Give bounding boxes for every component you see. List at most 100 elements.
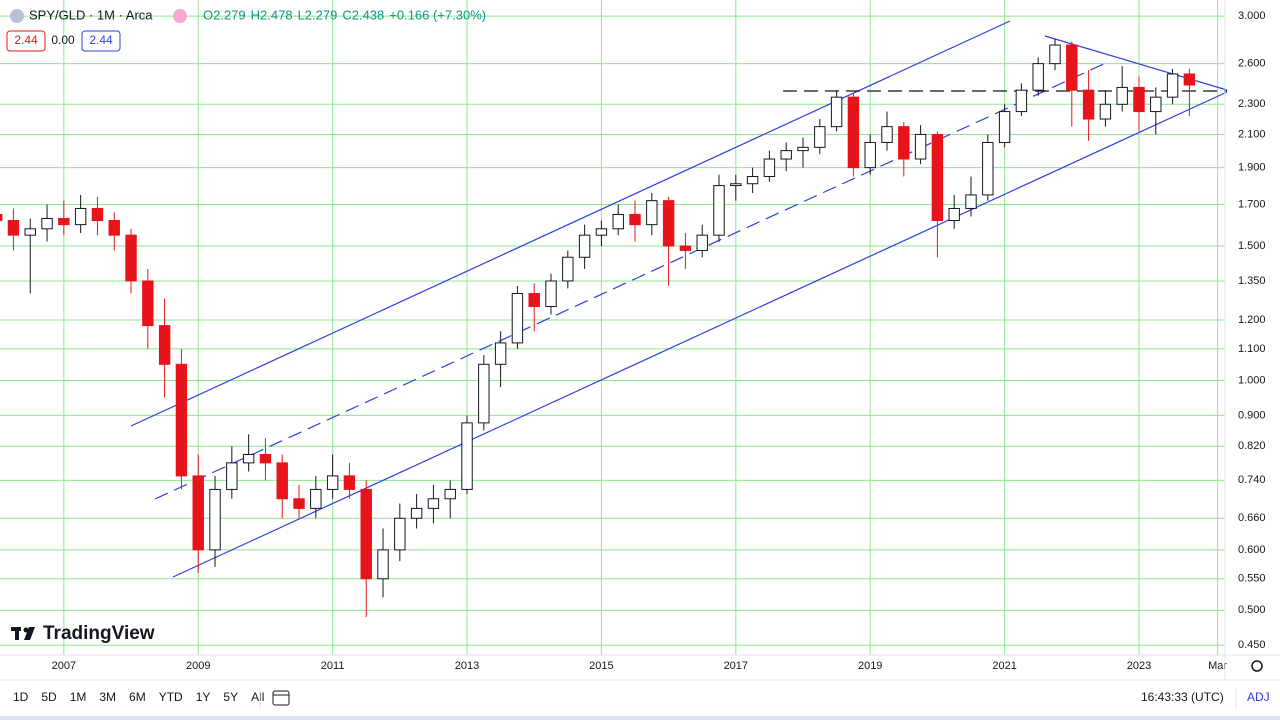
candle-body [427, 498, 440, 509]
y-tick-label: 0.500 [1238, 604, 1266, 616]
x-tick-label: 2015 [589, 660, 613, 672]
range-button[interactable]: YTD [159, 690, 183, 704]
candle-body [881, 126, 893, 143]
candle-body [713, 185, 725, 236]
candle-body [41, 217, 53, 230]
candle-body [998, 111, 1011, 143]
candle-body [142, 280, 154, 327]
ohlc-value: C2.438 [342, 7, 384, 22]
bottom-strip [0, 716, 1280, 720]
badge-spread: 0.00 [51, 33, 75, 47]
logo-mark [23, 627, 29, 633]
y-tick-label: 1.200 [1238, 314, 1266, 326]
candle-body [7, 220, 20, 236]
range-button[interactable]: 1M [70, 690, 87, 704]
range-button[interactable]: 1Y [196, 690, 211, 704]
candle-body [293, 498, 305, 509]
candle-body [360, 488, 372, 580]
candle-body [1082, 89, 1095, 120]
candle-body [410, 507, 423, 519]
candle-body [444, 488, 456, 500]
ohlc-value: O2.279 [203, 7, 246, 22]
candle-body [175, 363, 188, 477]
range-button[interactable]: 6M [129, 690, 146, 704]
settings-icon[interactable] [1251, 660, 1263, 672]
badge-frame [81, 30, 121, 52]
candle-body [948, 207, 960, 222]
range-button[interactable]: 5D [41, 690, 57, 704]
y-tick-label: 0.820 [1238, 440, 1266, 452]
channel-lower [172, 91, 1228, 578]
x-tick-label: 2007 [52, 660, 76, 672]
candle-body [898, 126, 910, 160]
candle-body [394, 517, 406, 551]
candle-body [58, 217, 70, 226]
candle-body [982, 141, 994, 196]
candle-body [1183, 73, 1196, 86]
symbol-title[interactable]: SPY/GLD · 1M · Arca [29, 7, 153, 22]
candle-body [931, 133, 944, 222]
ohlc-value: L2.279 [298, 7, 338, 22]
candle-body [595, 228, 608, 236]
candle-body [679, 245, 692, 251]
price-axis: 0.450 0.500 0.550 0.600 0.660 0.740 0.820 0.900… [1238, 10, 1266, 651]
candle-body [646, 200, 658, 226]
candle-body [0, 213, 3, 222]
x-tick-label: 2019 [858, 660, 882, 672]
candle-body [343, 475, 356, 490]
clock: 16:43:33 (UTC) [1141, 690, 1224, 704]
x-tick-label: 2021 [992, 660, 1016, 672]
candle-body [259, 453, 272, 464]
date-range-icon[interactable] [272, 690, 290, 706]
candle-body [545, 280, 557, 307]
candle-body [528, 292, 540, 307]
candle-body [24, 228, 36, 236]
candle-body [91, 207, 104, 222]
symbol-icon [10, 9, 24, 23]
badge-buy[interactable]: 2.44 [89, 33, 113, 47]
x-tick-label: 2017 [724, 660, 748, 672]
y-tick-label: 0.900 [1238, 409, 1266, 421]
calendar-icon[interactable] [272, 690, 290, 706]
candle-body [562, 256, 574, 282]
badge-sell[interactable]: 2.44 [14, 33, 38, 47]
candle-body [814, 126, 826, 148]
candle-body [1049, 44, 1061, 65]
candle-body [310, 488, 322, 509]
candle-body [1066, 44, 1078, 91]
x-tick-label: 2013 [455, 660, 479, 672]
candle-body [377, 549, 389, 580]
candle-body [746, 175, 759, 185]
ohlc-value: +0.166 (+7.30%) [389, 7, 486, 22]
range-button[interactable]: All [251, 690, 264, 704]
y-tick-label: 1.900 [1238, 162, 1266, 174]
range-button[interactable]: 3M [99, 690, 116, 704]
y-tick-label: 0.660 [1238, 512, 1266, 524]
candle-body [1099, 103, 1112, 120]
x-tick-label: 2011 [321, 660, 345, 672]
candle-body [830, 96, 843, 128]
range-button[interactable]: 1D [13, 690, 29, 704]
candle-body [662, 200, 675, 247]
candles [0, 39, 1196, 618]
candle-body [276, 462, 288, 500]
candle-body [1015, 89, 1028, 113]
grid [0, 0, 1225, 655]
time-axis: 2007 2009 2011 2013 2015 2017 2019 2021 2023 Mar [52, 660, 1228, 672]
candle-body [125, 234, 137, 282]
candle-body [1116, 86, 1128, 105]
logo: TradingView [11, 623, 155, 644]
adj-button[interactable]: ADJ [1247, 690, 1270, 704]
x-tick-label: 2023 [1127, 660, 1151, 672]
y-tick-label: 2.100 [1238, 128, 1266, 140]
candle-body [226, 462, 238, 490]
y-tick-label: 1.350 [1238, 275, 1266, 287]
candle-body [965, 194, 977, 209]
candle-body [478, 363, 490, 424]
candle-body [192, 475, 204, 551]
candle-body [629, 213, 641, 226]
logo-text: TradingView [43, 623, 155, 644]
candle-body [797, 146, 809, 152]
range-button[interactable]: 5Y [223, 690, 238, 704]
